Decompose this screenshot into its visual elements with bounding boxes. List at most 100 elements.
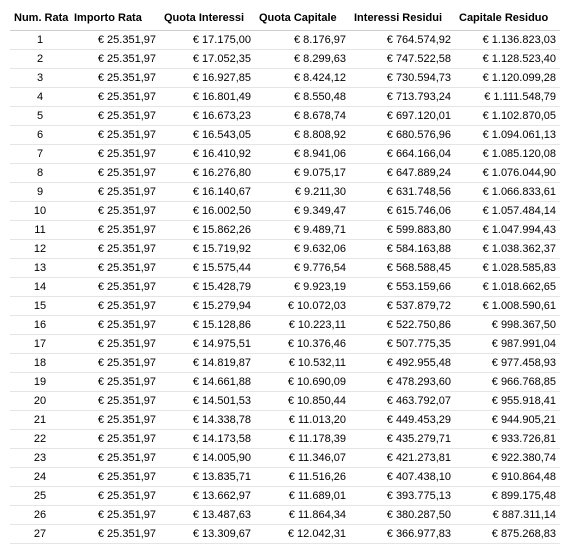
table-cell: € 13.835,71 bbox=[160, 468, 255, 487]
table-cell: € 9.075,17 bbox=[255, 164, 350, 183]
table-cell: € 9.923,19 bbox=[255, 278, 350, 297]
table-cell: € 25.351,97 bbox=[70, 126, 160, 145]
table-cell: 19 bbox=[10, 373, 70, 392]
table-cell: € 10.850,44 bbox=[255, 392, 350, 411]
table-cell: € 25.351,97 bbox=[70, 373, 160, 392]
table-cell: € 713.793,24 bbox=[350, 88, 455, 107]
amortization-table-container: Num. Rata Importo Rata Quota Interessi Q… bbox=[0, 0, 570, 556]
table-cell: € 8.176,97 bbox=[255, 31, 350, 50]
table-cell: € 25.351,97 bbox=[70, 221, 160, 240]
table-cell: 2 bbox=[10, 50, 70, 69]
table-body: 1€ 25.351,97€ 17.175,00€ 8.176,97€ 764.5… bbox=[10, 31, 560, 544]
table-cell: 15 bbox=[10, 297, 70, 316]
table-cell: € 14.975,51 bbox=[160, 335, 255, 354]
table-cell: € 730.594,73 bbox=[350, 69, 455, 88]
table-cell: € 15.575,44 bbox=[160, 259, 255, 278]
table-row: 17€ 25.351,97€ 14.975,51€ 10.376,46€ 507… bbox=[10, 335, 560, 354]
table-cell: 25 bbox=[10, 487, 70, 506]
table-cell: € 17.052,35 bbox=[160, 50, 255, 69]
table-cell: 23 bbox=[10, 449, 70, 468]
table-row: 26€ 25.351,97€ 13.487,63€ 11.864,34€ 380… bbox=[10, 506, 560, 525]
table-cell: € 1.038.362,37 bbox=[455, 240, 560, 259]
table-cell: € 584.163,88 bbox=[350, 240, 455, 259]
table-cell: € 998.367,50 bbox=[455, 316, 560, 335]
table-cell: € 366.977,83 bbox=[350, 525, 455, 544]
table-cell: € 13.662,97 bbox=[160, 487, 255, 506]
table-cell: € 25.351,97 bbox=[70, 411, 160, 430]
table-cell: € 1.120.099,28 bbox=[455, 69, 560, 88]
table-cell: € 25.351,97 bbox=[70, 278, 160, 297]
table-cell: € 25.351,97 bbox=[70, 430, 160, 449]
table-cell: € 25.351,97 bbox=[70, 107, 160, 126]
table-cell: € 25.351,97 bbox=[70, 506, 160, 525]
table-cell: € 421.273,81 bbox=[350, 449, 455, 468]
table-cell: € 25.351,97 bbox=[70, 259, 160, 278]
table-cell: € 15.719,92 bbox=[160, 240, 255, 259]
table-cell: € 13.309,67 bbox=[160, 525, 255, 544]
table-cell: € 680.576,96 bbox=[350, 126, 455, 145]
table-cell: € 8.808,92 bbox=[255, 126, 350, 145]
table-cell: € 11.689,01 bbox=[255, 487, 350, 506]
table-row: 11€ 25.351,97€ 15.862,26€ 9.489,71€ 599.… bbox=[10, 221, 560, 240]
table-cell: 26 bbox=[10, 506, 70, 525]
table-cell: € 977.458,93 bbox=[455, 354, 560, 373]
table-cell: € 25.351,97 bbox=[70, 335, 160, 354]
table-cell: € 11.346,07 bbox=[255, 449, 350, 468]
table-cell: € 435.279,71 bbox=[350, 430, 455, 449]
table-cell: € 449.453,29 bbox=[350, 411, 455, 430]
table-cell: € 631.748,56 bbox=[350, 183, 455, 202]
table-cell: 8 bbox=[10, 164, 70, 183]
table-cell: € 1.047.994,43 bbox=[455, 221, 560, 240]
table-cell: € 9.489,71 bbox=[255, 221, 350, 240]
table-row: 13€ 25.351,97€ 15.575,44€ 9.776,54€ 568.… bbox=[10, 259, 560, 278]
table-cell: € 10.223,11 bbox=[255, 316, 350, 335]
table-cell: € 13.487,63 bbox=[160, 506, 255, 525]
table-row: 8€ 25.351,97€ 16.276,80€ 9.075,17€ 647.8… bbox=[10, 164, 560, 183]
table-cell: € 25.351,97 bbox=[70, 316, 160, 335]
table-cell: € 1.057.484,14 bbox=[455, 202, 560, 221]
table-cell: € 922.380,74 bbox=[455, 449, 560, 468]
table-cell: € 764.574,92 bbox=[350, 31, 455, 50]
table-cell: € 407.438,10 bbox=[350, 468, 455, 487]
col-importo-rata: Importo Rata bbox=[70, 6, 160, 31]
table-cell: € 910.864,48 bbox=[455, 468, 560, 487]
table-row: 25€ 25.351,97€ 13.662,97€ 11.689,01€ 393… bbox=[10, 487, 560, 506]
table-cell: 10 bbox=[10, 202, 70, 221]
table-cell: € 9.211,30 bbox=[255, 183, 350, 202]
table-row: 19€ 25.351,97€ 14.661,88€ 10.690,09€ 478… bbox=[10, 373, 560, 392]
table-cell: € 15.428,79 bbox=[160, 278, 255, 297]
table-cell: € 1.136.823,03 bbox=[455, 31, 560, 50]
table-cell: € 899.175,48 bbox=[455, 487, 560, 506]
table-cell: € 10.376,46 bbox=[255, 335, 350, 354]
table-cell: € 14.501,53 bbox=[160, 392, 255, 411]
col-quota-interessi: Quota Interessi bbox=[160, 6, 255, 31]
table-cell: 21 bbox=[10, 411, 70, 430]
table-cell: € 568.588,45 bbox=[350, 259, 455, 278]
table-cell: € 507.775,35 bbox=[350, 335, 455, 354]
table-cell: € 966.768,85 bbox=[455, 373, 560, 392]
table-cell: € 647.889,24 bbox=[350, 164, 455, 183]
table-cell: 4 bbox=[10, 88, 70, 107]
table-cell: € 25.351,97 bbox=[70, 88, 160, 107]
table-cell: € 393.775,13 bbox=[350, 487, 455, 506]
table-cell: € 11.013,20 bbox=[255, 411, 350, 430]
table-cell: € 12.042,31 bbox=[255, 525, 350, 544]
table-row: 14€ 25.351,97€ 15.428,79€ 9.923,19€ 553.… bbox=[10, 278, 560, 297]
table-cell: € 16.276,80 bbox=[160, 164, 255, 183]
table-cell: € 1.008.590,61 bbox=[455, 297, 560, 316]
table-cell: € 492.955,48 bbox=[350, 354, 455, 373]
table-cell: € 463.792,07 bbox=[350, 392, 455, 411]
table-cell: € 944.905,21 bbox=[455, 411, 560, 430]
table-cell: € 14.661,88 bbox=[160, 373, 255, 392]
table-cell: € 14.338,78 bbox=[160, 411, 255, 430]
table-cell: € 664.166,04 bbox=[350, 145, 455, 164]
col-interessi-residui: Interessi Residui bbox=[350, 6, 455, 31]
table-row: 18€ 25.351,97€ 14.819,87€ 10.532,11€ 492… bbox=[10, 354, 560, 373]
table-row: 20€ 25.351,97€ 14.501,53€ 10.850,44€ 463… bbox=[10, 392, 560, 411]
table-cell: 9 bbox=[10, 183, 70, 202]
table-cell: € 747.522,58 bbox=[350, 50, 455, 69]
table-cell: € 16.002,50 bbox=[160, 202, 255, 221]
col-num-rata: Num. Rata bbox=[10, 6, 70, 31]
table-cell: 11 bbox=[10, 221, 70, 240]
table-cell: 24 bbox=[10, 468, 70, 487]
